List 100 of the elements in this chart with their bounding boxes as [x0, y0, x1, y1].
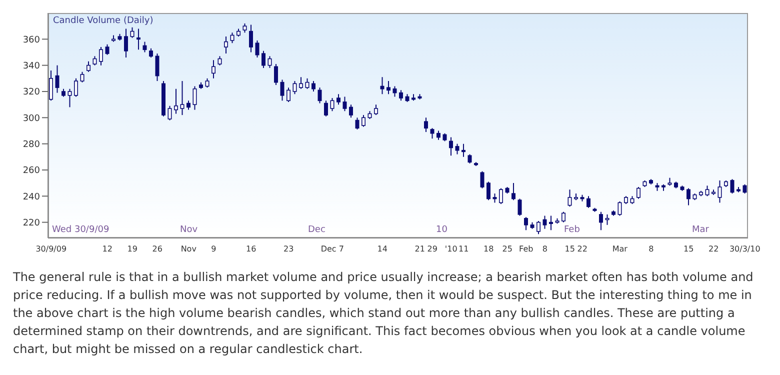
candlestick — [262, 50, 266, 68]
candlestick — [718, 180, 722, 204]
x-tick-label: Nov — [180, 244, 197, 254]
candlestick — [380, 76, 384, 95]
candlestick — [605, 214, 610, 226]
x-tick-label: '10 — [444, 244, 458, 254]
x-tick-label: 22 — [577, 244, 588, 254]
candlestick — [374, 104, 378, 116]
x-tick-label: 9 — [211, 244, 216, 254]
candlestick — [80, 71, 84, 83]
candlestick — [142, 41, 147, 53]
x-tick-label: 30/9/09 — [36, 244, 67, 254]
candlestick — [305, 78, 310, 90]
candlestick — [449, 136, 453, 156]
candlestick — [492, 193, 497, 204]
candlestick — [292, 80, 297, 95]
annotation: Dec — [308, 225, 326, 235]
candlestick — [168, 105, 172, 121]
x-tick-label: 15 — [684, 244, 694, 254]
candlestick — [336, 94, 340, 106]
x-tick-label: 30/3/10 — [729, 244, 760, 254]
candlestick — [542, 215, 547, 230]
candlestick — [74, 78, 78, 98]
candlestick — [280, 79, 284, 102]
candlestick — [318, 87, 322, 104]
candlestick — [730, 178, 734, 194]
candlestick — [436, 130, 440, 140]
candlestick — [512, 182, 516, 201]
y-tick-label: 360 — [22, 35, 40, 46]
annotation: Mar — [692, 225, 709, 235]
x-tick-label: 25 — [502, 244, 512, 254]
x-tick-label: 18 — [484, 244, 494, 254]
candlestick — [105, 44, 110, 56]
candlestick — [255, 40, 260, 58]
candlestick — [186, 100, 190, 110]
candlestick — [174, 88, 178, 114]
candlestick — [518, 198, 522, 216]
y-tick-label: 300 — [22, 114, 40, 124]
candlestick — [49, 70, 53, 102]
candlestick — [155, 53, 160, 82]
candlestick — [705, 185, 710, 197]
candlestick — [355, 117, 360, 130]
annotation: 10 — [436, 225, 448, 235]
x-tick-label: 26 — [152, 244, 162, 254]
annotation: Nov — [180, 225, 198, 235]
candlestick — [312, 80, 316, 92]
y-tick-label: 340 — [22, 62, 40, 72]
y-tick-label: 280 — [22, 140, 40, 150]
x-tick-label: 22 — [708, 244, 719, 254]
chart-title: Candle Volume (Daily) — [53, 16, 154, 26]
candlestick — [299, 76, 303, 90]
x-tick-label: 15 — [564, 244, 575, 254]
candlestick — [218, 56, 222, 66]
candlestick — [568, 189, 572, 208]
x-tick-label: 8 — [648, 244, 654, 254]
x-tick-label: 19 — [127, 244, 138, 254]
x-tick-label: Mar — [612, 244, 628, 254]
candlestick — [742, 184, 747, 194]
candlestick — [92, 56, 97, 66]
candlestick — [286, 87, 290, 102]
candlestick — [124, 28, 128, 58]
candlestick — [468, 154, 472, 164]
candlestick — [242, 22, 247, 34]
candlestick — [392, 86, 397, 98]
candlestick — [330, 98, 334, 112]
candlestick — [399, 90, 403, 102]
candlestick — [562, 211, 566, 223]
candlestick — [224, 36, 228, 54]
y-tick-label: 240 — [22, 192, 40, 202]
x-tick-label: 23 — [284, 244, 294, 254]
candlestick — [499, 188, 503, 204]
candlestick — [480, 170, 484, 189]
candlestick — [230, 32, 234, 44]
candlestick — [386, 80, 390, 95]
candlestick — [536, 220, 540, 235]
y-tick-label: 220 — [22, 218, 40, 228]
candlestick — [136, 28, 140, 50]
candlestick — [324, 100, 328, 117]
candlestick — [205, 78, 210, 88]
x-tick-label: 21 — [414, 244, 425, 254]
candlestick — [149, 48, 153, 58]
candlestick — [212, 60, 216, 79]
candlestick — [462, 143, 466, 158]
x-tick-label: 29 — [427, 244, 438, 254]
candlestick — [249, 24, 253, 53]
candlestick — [349, 104, 353, 118]
annotation: Feb — [564, 225, 580, 235]
candlestick — [55, 64, 60, 94]
candlestick — [192, 86, 197, 110]
candlestick — [618, 200, 622, 216]
candlestick — [599, 211, 603, 231]
candlestick — [430, 128, 434, 140]
candlestick — [86, 60, 90, 72]
x-tick-label: 14 — [377, 244, 388, 254]
candlestick — [342, 96, 347, 112]
candlestick — [424, 117, 428, 133]
candlestick — [686, 188, 690, 206]
candlestick — [99, 46, 103, 66]
candlestick — [549, 215, 553, 231]
candlestick — [524, 216, 528, 231]
